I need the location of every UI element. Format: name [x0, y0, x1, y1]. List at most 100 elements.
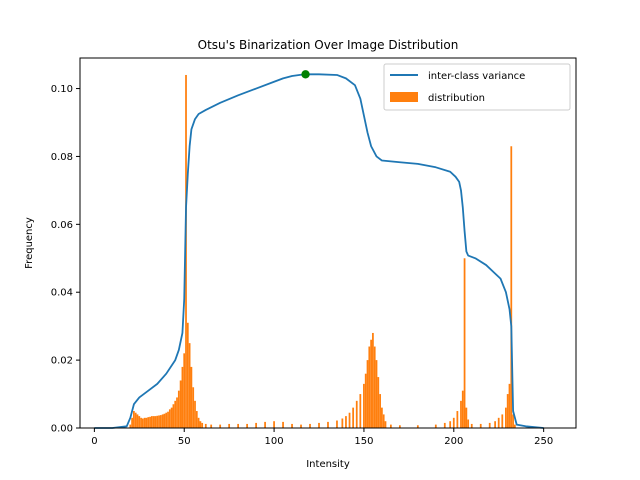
distribution-bar	[172, 404, 175, 428]
distribution-bar	[186, 322, 189, 428]
distribution-bar	[398, 425, 401, 428]
distribution-bar	[377, 377, 380, 428]
plot-frame	[79, 57, 577, 429]
x-tick-label: 100	[265, 436, 284, 447]
distribution-bar	[348, 412, 351, 428]
distribution-bar	[177, 390, 180, 428]
x-tick-label: 50	[178, 436, 191, 447]
distribution-bar	[204, 423, 207, 428]
distribution-bar	[210, 424, 213, 428]
distribution-bar	[463, 258, 466, 428]
distribution-bar	[176, 397, 178, 428]
distribution-bar	[131, 417, 133, 428]
distribution-bar	[443, 422, 446, 428]
distribution-bar	[199, 421, 202, 428]
distribution-bar	[161, 414, 164, 428]
distribution-bar	[364, 373, 367, 428]
distribution-bar	[159, 415, 162, 428]
distribution-bar	[190, 366, 193, 428]
distribution-bar	[341, 418, 344, 428]
distribution-bar	[167, 411, 169, 428]
distribution-bar	[143, 417, 146, 428]
y-tick-label: 0.08	[51, 152, 73, 163]
distribution-bar	[129, 424, 132, 428]
distribution-bar	[154, 416, 157, 428]
x-tick-label: 250	[534, 436, 553, 447]
distribution-bar	[460, 400, 462, 428]
legend-box	[383, 63, 571, 111]
distribution-bar	[372, 332, 374, 428]
distribution-bar	[456, 411, 459, 428]
distribution-bar	[142, 418, 144, 428]
distribution-bar	[379, 394, 381, 428]
distribution-bar	[352, 407, 355, 428]
distribution-bar	[327, 421, 329, 428]
y-tick-label: 0.02	[51, 356, 73, 367]
distribution-bar	[188, 343, 191, 428]
distribution-bar	[133, 411, 135, 428]
variance-line-layer	[94, 70, 544, 429]
distribution-bar	[514, 424, 516, 428]
distribution-bar	[140, 417, 142, 428]
distribution-bar	[370, 339, 372, 428]
distribution-bar	[300, 424, 302, 428]
distribution-bar	[145, 417, 148, 428]
distribution-bar	[309, 423, 311, 428]
distribution-bar	[134, 412, 137, 428]
y-tick-label: 0.04	[51, 288, 73, 299]
distribution-bar	[467, 419, 470, 428]
distribution-bar	[470, 423, 473, 428]
distribution-bar	[228, 423, 231, 428]
distribution-bar	[452, 417, 455, 428]
x-axis-ticks: 0 50 100 150 200 250	[91, 428, 553, 447]
distribution-bar	[373, 346, 376, 428]
distribution-bar	[512, 414, 514, 428]
distribution-bar	[273, 421, 275, 428]
distribution-bar	[291, 423, 293, 428]
distribution-bar	[501, 414, 504, 428]
x-tick-label: 200	[444, 436, 463, 447]
legend-bar-swatch	[390, 92, 418, 102]
distribution-bar	[510, 146, 513, 428]
distribution-bar	[138, 416, 141, 428]
distribution-bar	[355, 400, 358, 428]
chart-title: Otsu's Binarization Over Image Distribut…	[198, 38, 459, 52]
distribution-bar	[508, 383, 511, 428]
distribution-bar	[488, 422, 491, 428]
distribution-bar	[384, 421, 387, 428]
distribution-bar	[497, 417, 500, 428]
distribution-bar	[170, 407, 173, 428]
distribution-bar	[449, 421, 452, 428]
distribution-bar	[136, 414, 139, 428]
variance-line	[94, 73, 544, 429]
distribution-bar	[368, 346, 371, 428]
legend-label-variance: inter-class variance	[428, 71, 525, 82]
distribution-bar	[434, 424, 437, 428]
distribution-bar	[181, 366, 184, 428]
distribution-bar	[282, 421, 284, 428]
distribution-bar	[246, 423, 248, 428]
distribution-bar	[194, 400, 196, 428]
distribution-bar	[336, 420, 338, 428]
distribution-bar	[201, 422, 204, 428]
distribution-bar	[156, 415, 159, 428]
distribution-bar	[381, 407, 383, 428]
distribution-bar	[152, 416, 155, 428]
y-axis-label: Frequency	[24, 217, 35, 269]
distribution-bar	[149, 416, 151, 428]
distribution-bar	[359, 394, 362, 428]
distribution-bar	[255, 422, 257, 428]
distribution-bar	[150, 416, 153, 428]
distribution-bar	[165, 412, 168, 428]
distribution-bar	[174, 400, 177, 428]
y-tick-label: 0.10	[51, 84, 73, 95]
x-tick-label: 0	[91, 436, 97, 447]
distribution-bar	[363, 383, 365, 428]
distribution-bar	[158, 415, 160, 428]
distribution-bar	[494, 421, 496, 428]
distribution-bar	[183, 353, 186, 428]
distribution-bar	[195, 411, 198, 428]
distribution-bar	[465, 407, 468, 428]
distribution-bar	[147, 417, 150, 428]
distribution-bar	[382, 414, 385, 428]
